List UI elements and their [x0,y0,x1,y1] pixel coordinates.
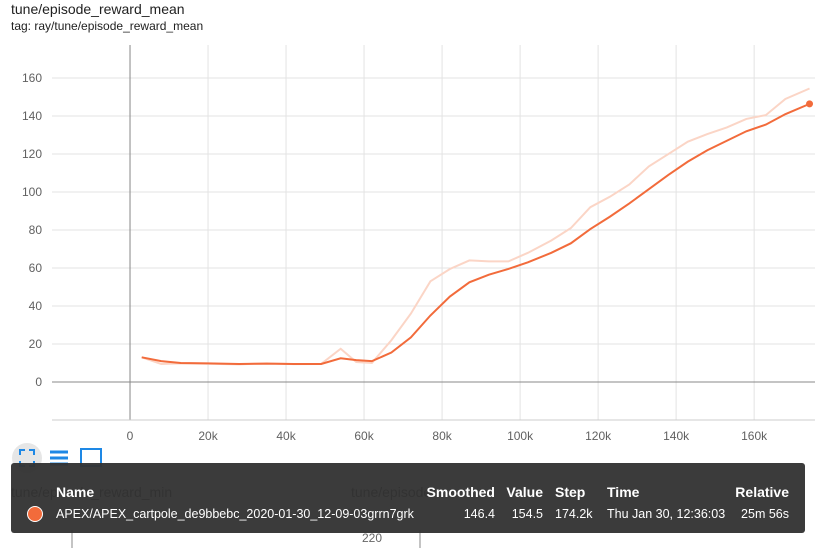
tooltip-header: Step [555,484,585,500]
x-tick-label: 0 [127,429,134,443]
y-tick-label: 60 [29,261,43,275]
tooltip-header: Smoothed [427,484,495,500]
list-icon[interactable] [50,450,68,466]
y-tick-label: 20 [29,337,43,351]
x-tick-label: 120k [585,429,612,443]
legend-swatch [27,506,43,522]
y-tick-label: 0 [35,375,42,389]
smoothed-line [141,102,810,365]
x-tick-label: 160k [741,429,768,443]
tooltip-header: Time [607,484,640,500]
plot: 0 20 40 60 80 100 120 140 160 0 20k 40k 60k 80k 100k 12… [22,45,815,443]
x-tick-label: 100k [507,429,534,443]
tooltip-header: Relative [735,484,789,500]
chart-title: tune/episode_reward_mean [11,1,185,17]
tooltip-cell: 146.4 [464,507,495,521]
end-dot [806,100,814,108]
tooltip-cell: 25m 56s [741,507,789,521]
tooltip-cell: APEX/APEX_cartpole_de9bbebc_2020-01-30_1… [56,507,415,521]
tooltip: Name APEX/APEX_cartpole_de9bbebc_2020-01-… [11,463,805,533]
x-tick-label: 80k [432,429,452,443]
tooltip-cell: 174.2k [555,507,593,521]
y-tick-label: 80 [29,223,43,237]
tooltip-header: Value [506,484,543,500]
raw-line [141,87,810,366]
tooltip-header: Name [56,484,94,500]
tooltip-cell: Thu Jan 30, 12:36:03 [607,507,725,521]
tooltip-bg [11,463,805,533]
chart-subtitle: tag: ray/tune/episode_reward_mean [11,19,203,33]
tooltip-cell: 154.5 [512,507,543,521]
fullscreen-icon[interactable] [19,449,35,467]
bg-tick-label: 220 [362,531,382,545]
y-tick-label: 140 [22,109,42,123]
y-tick-label: 120 [22,147,42,161]
y-tick-label: 40 [29,299,43,313]
x-tick-label: 40k [276,429,296,443]
y-tick-label: 100 [22,185,42,199]
x-tick-label: 60k [354,429,374,443]
x-tick-label: 20k [198,429,218,443]
y-tick-label: 160 [22,71,42,85]
x-tick-label: 140k [663,429,690,443]
